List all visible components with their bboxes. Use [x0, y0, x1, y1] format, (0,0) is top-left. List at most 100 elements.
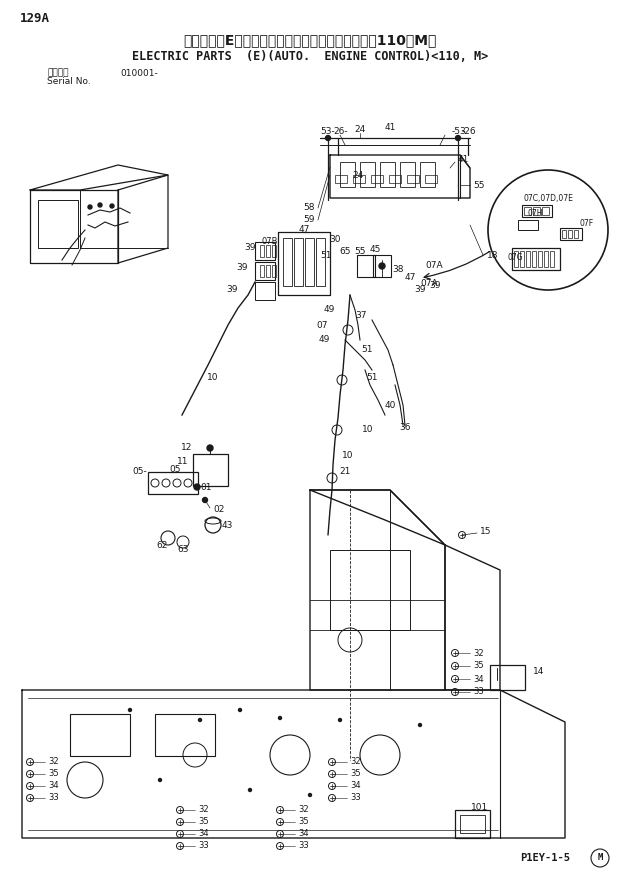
Text: 36: 36	[399, 424, 410, 432]
Text: 47: 47	[404, 274, 415, 283]
Text: 33: 33	[298, 842, 309, 850]
Text: 32: 32	[48, 758, 59, 766]
Bar	[400, 162, 415, 187]
Text: 101: 101	[471, 803, 489, 813]
Text: ELECTRIC PARTS  (E)(AUTO.  ENGINE CONTROL)<110, M>: ELECTRIC PARTS (E)(AUTO. ENGINE CONTROL)…	[132, 51, 488, 64]
Bar	[420, 162, 435, 187]
Circle shape	[418, 724, 422, 726]
Bar	[542, 207, 549, 215]
Text: 15: 15	[480, 528, 492, 536]
Text: 18: 18	[487, 250, 498, 260]
Circle shape	[128, 709, 131, 711]
Text: 41: 41	[458, 156, 469, 164]
Circle shape	[249, 788, 252, 792]
Bar	[512, 248, 560, 270]
Text: 37: 37	[355, 311, 367, 319]
Text: Serial No.: Serial No.	[47, 78, 91, 87]
Text: 適用号機: 適用号機	[47, 68, 68, 78]
Text: 24: 24	[355, 125, 366, 135]
Text: 35: 35	[298, 817, 309, 827]
Text: 10: 10	[362, 425, 374, 435]
Bar	[316, 238, 325, 286]
Text: 43: 43	[222, 521, 233, 529]
Text: 55: 55	[473, 180, 484, 190]
Circle shape	[456, 136, 461, 141]
Text: 129A: 129A	[20, 11, 50, 24]
Text: P1EY-1-5: P1EY-1-5	[520, 853, 570, 863]
Bar	[526, 251, 530, 267]
Text: 34: 34	[298, 830, 309, 838]
Text: 35: 35	[48, 769, 59, 779]
Text: 39: 39	[429, 281, 441, 290]
Text: 07B: 07B	[262, 237, 278, 247]
Text: M: M	[597, 853, 603, 863]
Text: 45: 45	[370, 246, 381, 255]
Text: 21: 21	[339, 467, 351, 477]
Bar	[574, 230, 578, 238]
Circle shape	[309, 794, 311, 796]
Bar	[360, 162, 375, 187]
Circle shape	[278, 717, 281, 719]
Text: 51: 51	[321, 250, 332, 260]
Text: 30: 30	[329, 235, 341, 244]
Bar	[260, 245, 264, 257]
Bar	[389, 175, 401, 183]
Text: 63: 63	[177, 545, 188, 555]
Circle shape	[326, 136, 330, 141]
Text: 07A: 07A	[425, 261, 443, 270]
Text: 51: 51	[361, 346, 373, 354]
Bar	[305, 238, 314, 286]
Text: 34: 34	[198, 830, 208, 838]
Bar	[340, 162, 355, 187]
Circle shape	[203, 498, 208, 502]
Bar	[266, 265, 270, 277]
Text: 38: 38	[392, 265, 404, 275]
Circle shape	[98, 203, 102, 207]
Text: 33: 33	[48, 794, 59, 802]
Text: 35: 35	[473, 662, 484, 670]
Bar	[514, 251, 518, 267]
Bar	[272, 245, 276, 257]
Text: 33: 33	[350, 794, 361, 802]
Bar	[357, 255, 375, 277]
Text: 14: 14	[533, 668, 544, 676]
Text: 12: 12	[180, 444, 192, 452]
Text: 32: 32	[298, 806, 309, 815]
Text: 07F: 07F	[580, 220, 594, 228]
Text: 05-: 05-	[132, 467, 147, 477]
Bar	[255, 242, 275, 260]
Text: 33: 33	[473, 688, 484, 696]
Text: 49: 49	[324, 305, 335, 314]
Bar	[460, 815, 485, 833]
Text: 24: 24	[352, 171, 363, 179]
Text: 62: 62	[156, 541, 167, 550]
Circle shape	[88, 205, 92, 209]
Bar	[455, 810, 490, 838]
Bar	[562, 230, 566, 238]
Circle shape	[207, 445, 213, 451]
Text: 35: 35	[198, 817, 208, 827]
Circle shape	[379, 263, 385, 269]
Text: 26-: 26-	[333, 127, 348, 136]
Bar	[533, 207, 540, 215]
Text: 34: 34	[350, 781, 361, 790]
Text: -26: -26	[462, 127, 477, 136]
Bar	[294, 238, 303, 286]
Text: 10: 10	[342, 451, 354, 459]
Text: 07H: 07H	[528, 208, 544, 218]
Bar	[373, 255, 391, 277]
Text: 55: 55	[354, 248, 366, 256]
Bar	[490, 665, 525, 690]
Text: 010001-: 010001-	[120, 68, 157, 78]
Circle shape	[198, 718, 202, 722]
Bar	[330, 550, 410, 630]
Bar	[353, 175, 365, 183]
Text: 07A: 07A	[420, 278, 438, 288]
Bar	[518, 220, 538, 230]
Text: 02: 02	[213, 505, 224, 514]
Text: 32: 32	[198, 806, 208, 815]
Bar	[538, 251, 542, 267]
Text: -53: -53	[452, 127, 467, 136]
Text: 40: 40	[384, 401, 396, 410]
Text: 49: 49	[319, 335, 330, 345]
